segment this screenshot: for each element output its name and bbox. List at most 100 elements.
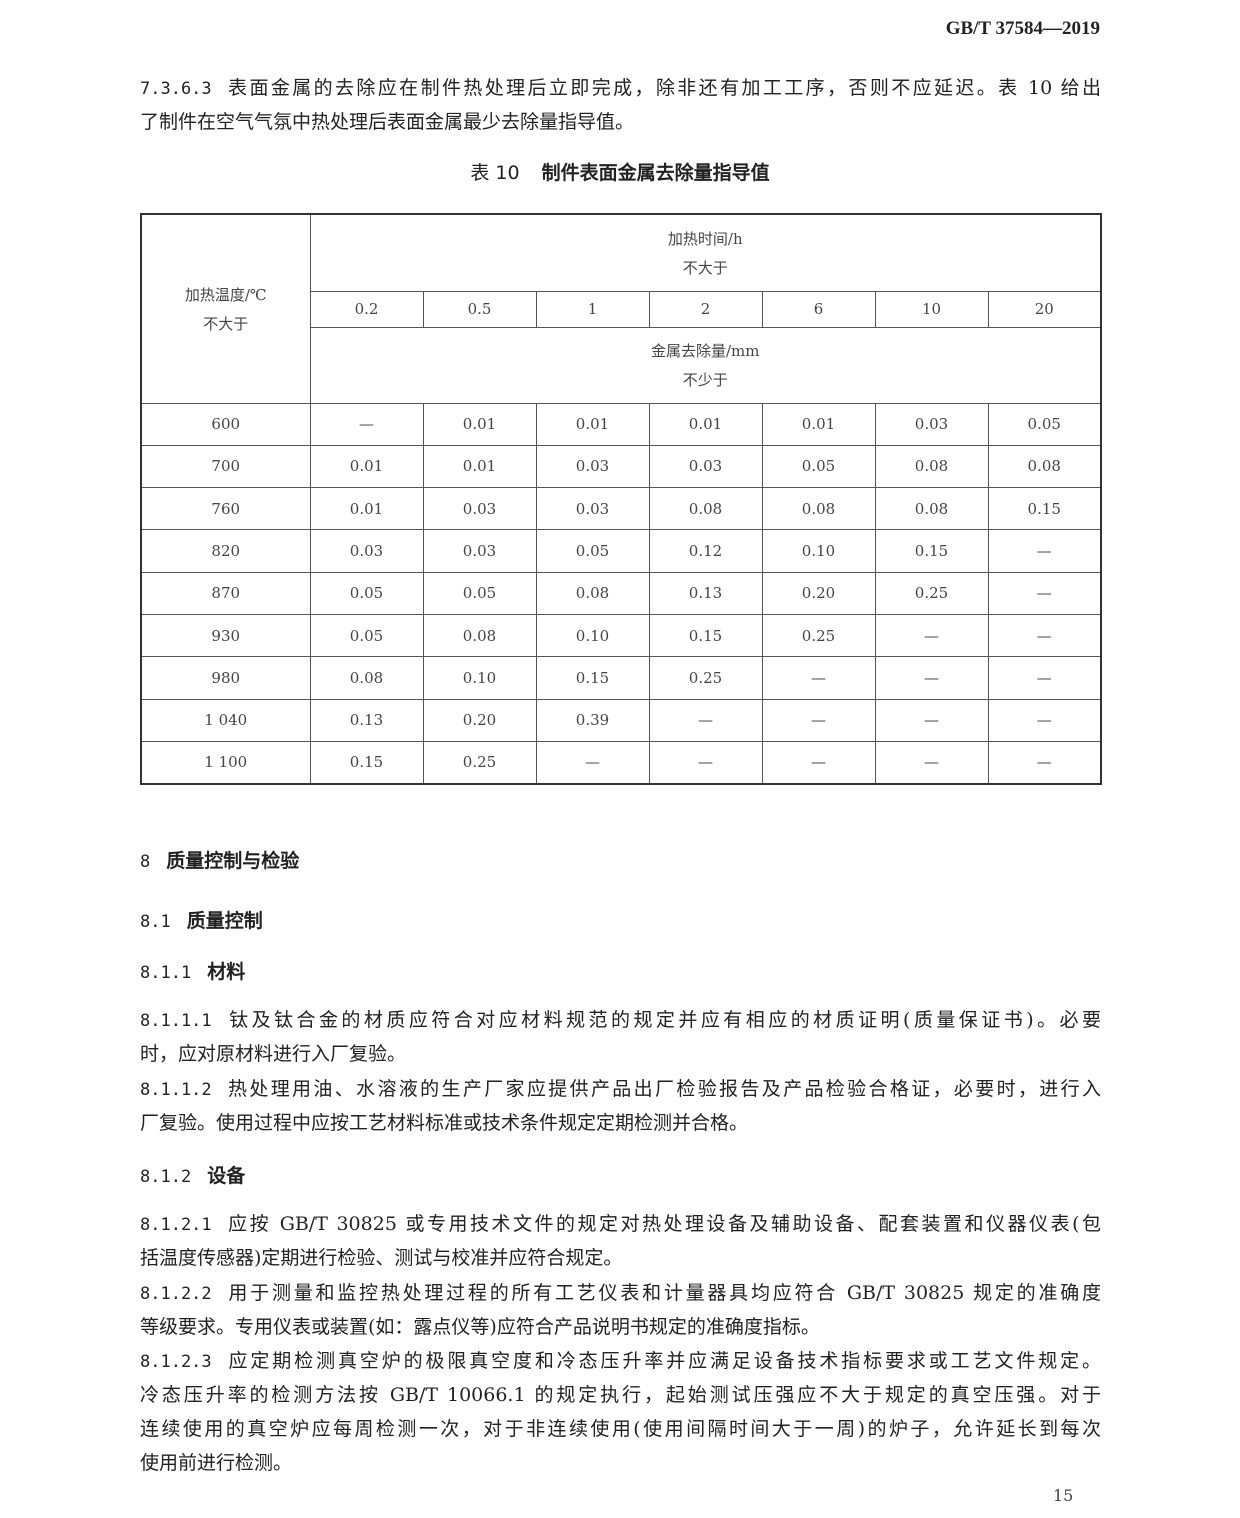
removal-value-cell: 0.01 [422,402,537,446]
removal-value-cell: 0.25 [874,571,989,615]
removal-value-cell: 0.15 [874,529,989,573]
removal-value-cell: 0.01 [648,402,763,446]
section-title: 质量控制与检验 [166,850,300,872]
removal-value-cell: 0.05 [987,402,1102,446]
removal-value-cell: — [535,740,650,785]
text-line: 使用前进行检测。 [140,1452,293,1474]
text-line: 等级要求。专用仪表或装置(如：露点仪等)应符合产品说明书规定的准确度指标。 [140,1316,820,1338]
times-row: 0.2 0.5 1 2 6 10 20 [141,290,1102,328]
section-number: 8.1.1 [140,963,192,983]
text-line: 冷态压升率的检测方法按 GB/T 10066.1 的规定执行，起始测试压强应不大… [140,1384,1101,1406]
page-number: 15 [1053,1486,1074,1505]
text-line: 厂复验。使用过程中应按工艺材料标准或技术条件规定定期检测并合格。 [140,1112,749,1134]
removal-value-cell: 0.03 [648,444,763,489]
removal-value-cell: — [874,656,989,700]
paragraph-8-1-2-1: 8.1.2.1 应按 GB/T 30825 或专用技术文件的规定对热处理设备及辅助… [140,1207,1101,1275]
text-line: 应定期检测真空炉的极限真空度和冷态压升率并应满足设备技术指标要求或工艺文件规定。 [225,1350,1101,1372]
section-number: 8 [140,852,151,872]
table-row: 980 0.08 0.10 0.15 0.25— — — [140,656,1102,700]
removal-value-cell: 0.10 [422,656,537,700]
removal-value-cell: 0.08 [874,444,989,489]
table-row: 930 0.05 0.08 0.10 0.15 0.25— — [140,613,1102,658]
temperature-cell: 1 100 [140,740,311,785]
header-text: 加热时间/h [667,229,743,248]
removal-value-cell: — [987,656,1102,700]
temperature-cell: 870 [140,571,311,615]
clause-number: 7.3.6.3 [140,79,212,99]
removal-value-cell: — [987,529,1102,573]
removal-value-cell: 0.15 [309,740,424,785]
section-number: 8.1 [140,912,171,932]
removal-value-cell: — [761,656,876,700]
section-number: 8.1.2 [140,1167,192,1187]
removal-value-cell: — [761,740,876,785]
section-8-1-1-heading: 8.1.1 材料 [140,957,245,984]
time-header-value: 2 [648,290,763,328]
removal-value-cell: — [987,571,1102,615]
temperature-cell: 820 [140,529,311,573]
removal-value-cell: 0.39 [535,698,650,742]
removal-value-cell: — [648,740,763,785]
removal-value-cell: 0.01 [761,402,876,446]
time-header-value: 10 [874,290,989,328]
table-number: 表 10 [470,162,520,184]
clause-number: 8.1.2.1 [140,1215,212,1235]
text-line: 应按 GB/T 30825 或专用技术文件的规定对热处理设备及辅助设备、配套装置… [225,1213,1101,1235]
row-header-cell: 加热温度/℃ 不大于 [140,213,311,404]
removal-value-cell: 0.08 [422,613,537,658]
removal-value-cell: 0.01 [309,487,424,531]
header-text: 加热温度/℃ [184,285,267,304]
removal-value-cell: 0.03 [422,529,537,573]
removal-value-cell: 0.20 [761,571,876,615]
text-line: 表面金属的去除应在制件热处理后立即完成，除非还有加工工序，否则不应延迟。表 10… [225,77,1101,99]
section-8-1-heading: 8.1 质量控制 [140,906,263,933]
temperature-cell: 1 040 [140,698,311,742]
table-caption: 表 10 制件表面金属去除量指导值 [0,158,1240,185]
temperature-cell: 930 [140,613,311,658]
clause-number: 8.1.1.1 [140,1011,212,1031]
removal-value-cell: 0.01 [535,402,650,446]
removal-value-cell: 0.05 [535,529,650,573]
table-row: 820 0.03 0.03 0.05 0.12 0.10 0.15— [140,529,1102,573]
removal-value-cell: 0.15 [648,613,763,658]
removal-value-cell: 0.13 [648,571,763,615]
text-line: 连续使用的真空炉应每周检测一次，对于非连续使用(使用间隔时间大于一周)的炉子，允… [140,1418,1101,1440]
table-body: 600—0.01 0.01 0.01 0.01 0.03 0.05 700 0.01 0.01 0… [140,402,1102,785]
text-line: 括温度传感器)定期进行检验、测试与校准并应符合规定。 [140,1247,623,1269]
paragraph-8-1-2-3: 8.1.2.3 应定期检测真空炉的极限真空度和冷态压升率并应满足设备技术指标要求或… [140,1344,1101,1480]
removal-value-cell: 0.10 [535,613,650,658]
removal-value-cell: — [874,698,989,742]
text-line: 时，应对原材料进行入厂复验。 [140,1043,407,1065]
removal-value-cell: — [987,740,1102,785]
metal-removal-table: 加热温度/℃ 不大于 加热时间/h 不大于 0.2 0.5 1 2 6 10 20 金属去除量/… [140,213,1102,785]
temperature-cell: 600 [140,402,311,446]
removal-value-cell: — [874,740,989,785]
temperature-cell: 760 [140,487,311,531]
clause-number: 8.1.1.2 [140,1080,212,1100]
removal-value-cell: — [648,698,763,742]
time-header-cell: 加热时间/h 不大于 [309,213,1102,292]
removal-value-cell: 0.15 [535,656,650,700]
removal-value-cell: 0.13 [309,698,424,742]
removal-value-cell: 0.25 [422,740,537,785]
header-text: 不少于 [682,371,728,389]
removal-value-cell: 0.03 [535,444,650,489]
removal-value-cell: 0.08 [309,656,424,700]
removal-value-cell: 0.12 [648,529,763,573]
removal-value-cell: 0.20 [422,698,537,742]
value-header-cell: 金属去除量/mm 不少于 [309,326,1102,404]
header-text: 不大于 [682,258,728,277]
removal-value-cell: 0.05 [422,571,537,615]
text-line: 热处理用油、水溶液的生产厂家应提供产品出厂检验报告及产品检验合格证，必要时，进行… [225,1078,1101,1100]
removal-value-cell: 0.03 [422,487,537,531]
removal-value-cell: 0.01 [309,444,424,489]
time-header-value: 0.5 [422,290,537,328]
clause-number: 8.1.2.2 [140,1284,212,1304]
clause-number: 8.1.2.3 [140,1352,212,1372]
time-header-value: 20 [987,290,1102,328]
removal-value-cell: — [987,698,1102,742]
section-title: 材料 [207,961,246,983]
removal-value-cell: 0.10 [761,529,876,573]
removal-value-cell: 0.25 [761,613,876,658]
section-8-heading: 8 质量控制与检验 [140,846,299,873]
